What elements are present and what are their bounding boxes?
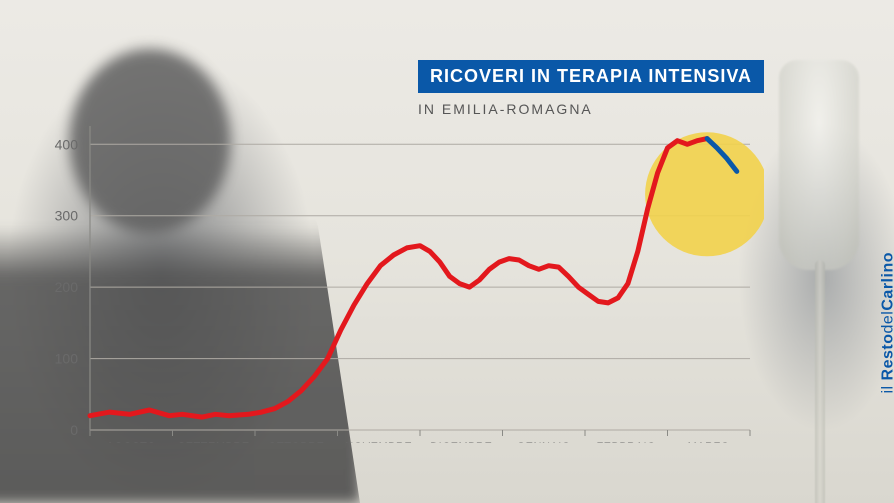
publisher-watermark: il RestodelCarlino (879, 252, 894, 394)
svg-text:FEBBRAIO: FEBBRAIO (596, 441, 656, 443)
svg-text:MARZO: MARZO (688, 441, 730, 443)
svg-text:OTTOBRE: OTTOBRE (268, 441, 324, 443)
line-chart: 0 100 200 300 400 AGOSTO SETTEMBRE OTTOBRE NOVEM… (30, 60, 764, 443)
svg-text:NOVEMBRE: NOVEMBRE (345, 441, 412, 443)
iv-drip (759, 60, 869, 480)
svg-text:0: 0 (70, 422, 78, 438)
svg-text:200: 200 (55, 279, 79, 295)
svg-text:400: 400 (55, 136, 79, 152)
chart-container: RICOVERI IN TERAPIA INTENSIVA IN EMILIA-… (30, 60, 764, 443)
svg-text:SETTEMBRE: SETTEMBRE (178, 441, 250, 443)
svg-text:AGOSTO: AGOSTO (106, 441, 156, 443)
svg-text:300: 300 (55, 208, 79, 224)
svg-text:100: 100 (55, 351, 79, 367)
svg-text:GENNAIO: GENNAIO (517, 441, 571, 443)
svg-text:DICEMBRE: DICEMBRE (430, 441, 492, 443)
